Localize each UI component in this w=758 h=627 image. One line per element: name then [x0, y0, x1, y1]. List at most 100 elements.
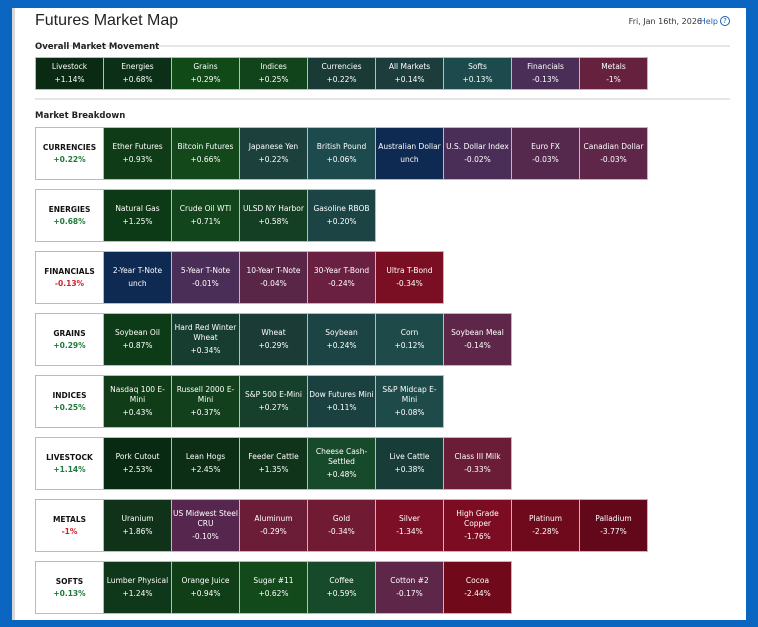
- market-tile[interactable]: Pork Cutout +2.53%: [103, 437, 172, 490]
- market-tile[interactable]: Euro FX -0.03%: [511, 127, 580, 180]
- market-tile[interactable]: Financials -0.13%: [511, 57, 580, 90]
- tile-name: Softs: [468, 61, 487, 71]
- market-tile[interactable]: Metals -1%: [579, 57, 648, 90]
- tile-name: Soybean: [325, 327, 358, 337]
- market-tile[interactable]: S&P 500 E-Mini +0.27%: [239, 375, 308, 428]
- sector-label[interactable]: CURRENCIES +0.22%: [35, 127, 104, 180]
- tile-name: Energies: [121, 61, 154, 71]
- market-tile[interactable]: Gold -0.34%: [307, 499, 376, 552]
- tile-change: -0.17%: [396, 589, 423, 598]
- help-link[interactable]: Help?: [700, 16, 730, 26]
- market-tile[interactable]: Natural Gas +1.25%: [103, 189, 172, 242]
- market-tile[interactable]: U.S. Dollar Index -0.02%: [443, 127, 512, 180]
- market-tile[interactable]: Ultra T-Bond -0.34%: [375, 251, 444, 304]
- tile-name: Ultra T-Bond: [386, 265, 433, 275]
- tile-change: -0.33%: [464, 465, 491, 474]
- tile-change: +0.24%: [326, 341, 357, 350]
- tile-name: Russell 2000 E-Mini: [176, 384, 235, 404]
- tile-name: Platinum: [528, 513, 563, 523]
- market-tile[interactable]: Gasoline RBOB +0.20%: [307, 189, 376, 242]
- tile-change: -0.03%: [532, 155, 559, 164]
- market-tile[interactable]: Indices +0.25%: [239, 57, 308, 90]
- market-tile[interactable]: 30-Year T-Bond -0.24%: [307, 251, 376, 304]
- market-tile[interactable]: Cheese Cash-Settled +0.48%: [307, 437, 376, 490]
- tile-change: +2.45%: [190, 465, 221, 474]
- market-tile[interactable]: Crude Oil WTI +0.71%: [171, 189, 240, 242]
- tile-change: -0.10%: [192, 532, 219, 542]
- sector-name: GRAINS: [53, 328, 86, 338]
- breakdown-heading: Market Breakdown: [35, 111, 126, 121]
- tile-name: U.S. Dollar Index: [446, 141, 509, 151]
- market-tile[interactable]: US Midwest Steel CRU -0.10%: [171, 499, 240, 552]
- market-tile[interactable]: Bitcoin Futures +0.66%: [171, 127, 240, 180]
- sector-label[interactable]: METALS -1%: [35, 499, 104, 552]
- tile-name: Bitcoin Futures: [177, 141, 234, 151]
- sector-row: GRAINS +0.29% Soybean Oil +0.87% Hard Red Wi…: [35, 313, 512, 366]
- tile-name: Natural Gas: [115, 203, 160, 213]
- market-tile[interactable]: Soybean +0.24%: [307, 313, 376, 366]
- market-tile[interactable]: Cotton #2 -0.17%: [375, 561, 444, 614]
- market-tile[interactable]: Lumber Physical +1.24%: [103, 561, 172, 614]
- tile-name: Class III Milk: [454, 451, 501, 461]
- market-tile[interactable]: Australian Dollar unch: [375, 127, 444, 180]
- tile-name: Wheat: [261, 327, 286, 337]
- market-tile[interactable]: Orange Juice +0.94%: [171, 561, 240, 614]
- tile-name: Gasoline RBOB: [313, 203, 370, 213]
- sector-label[interactable]: ENERGIES +0.68%: [35, 189, 104, 242]
- sector-label[interactable]: GRAINS +0.29%: [35, 313, 104, 366]
- market-tile[interactable]: Hard Red Winter Wheat +0.34%: [171, 313, 240, 366]
- market-tile[interactable]: 10-Year T-Note -0.04%: [239, 251, 308, 304]
- market-tile[interactable]: Currencies +0.22%: [307, 57, 376, 90]
- market-tile[interactable]: Feeder Cattle +1.35%: [239, 437, 308, 490]
- market-tile[interactable]: Lean Hogs +2.45%: [171, 437, 240, 490]
- tile-change: +0.22%: [326, 75, 357, 84]
- market-tile[interactable]: Soybean Meal -0.14%: [443, 313, 512, 366]
- market-tile[interactable]: British Pound +0.06%: [307, 127, 376, 180]
- market-tile[interactable]: Soybean Oil +0.87%: [103, 313, 172, 366]
- tile-name: Silver: [398, 513, 421, 523]
- sector-name: CURRENCIES: [42, 142, 97, 152]
- market-tile[interactable]: High Grade Copper -1.76%: [443, 499, 512, 552]
- market-tile[interactable]: Class III Milk -0.33%: [443, 437, 512, 490]
- market-tile[interactable]: Nasdaq 100 E-Mini +0.43%: [103, 375, 172, 428]
- divider: [35, 45, 730, 47]
- sector-row: CURRENCIES +0.22% Ether Futures +0.93% Bitco…: [35, 127, 648, 180]
- sector-label[interactable]: SOFTS +0.13%: [35, 561, 104, 614]
- market-tile[interactable]: All Markets +0.14%: [375, 57, 444, 90]
- market-tile[interactable]: 2-Year T-Note unch: [103, 251, 172, 304]
- market-tile[interactable]: Energies +0.68%: [103, 57, 172, 90]
- market-tile[interactable]: Live Cattle +0.38%: [375, 437, 444, 490]
- market-tile[interactable]: Platinum -2.28%: [511, 499, 580, 552]
- tile-change: +0.43%: [122, 408, 153, 418]
- sector-name: INDICES: [52, 390, 87, 400]
- sector-row: SOFTS +0.13% Lumber Physical +1.24% Orange J…: [35, 561, 512, 614]
- tile-change: +0.20%: [326, 217, 357, 226]
- market-tile[interactable]: Dow Futures Mini +0.11%: [307, 375, 376, 428]
- market-tile[interactable]: Russell 2000 E-Mini +0.37%: [171, 375, 240, 428]
- market-tile[interactable]: Softs +0.13%: [443, 57, 512, 90]
- sector-label[interactable]: LIVESTOCK +1.14%: [35, 437, 104, 490]
- market-tile[interactable]: Ether Futures +0.93%: [103, 127, 172, 180]
- market-tile[interactable]: ULSD NY Harbor +0.58%: [239, 189, 308, 242]
- market-tile[interactable]: Corn +0.12%: [375, 313, 444, 366]
- market-tile[interactable]: Wheat +0.29%: [239, 313, 308, 366]
- date-label: Fri, Jan 16th, 2026: [628, 17, 702, 26]
- market-tile[interactable]: Coffee +0.59%: [307, 561, 376, 614]
- sector-label[interactable]: INDICES +0.25%: [35, 375, 104, 428]
- market-tile[interactable]: Japanese Yen +0.22%: [239, 127, 308, 180]
- sector-label[interactable]: FINANCIALS -0.13%: [35, 251, 104, 304]
- tile-change: +0.14%: [394, 75, 425, 84]
- market-tile[interactable]: Cocoa -2.44%: [443, 561, 512, 614]
- market-tile[interactable]: S&P Midcap E-Mini +0.08%: [375, 375, 444, 428]
- market-tile[interactable]: Grains +0.29%: [171, 57, 240, 90]
- market-tile[interactable]: Sugar #11 +0.62%: [239, 561, 308, 614]
- market-tile[interactable]: Palladium -3.77%: [579, 499, 648, 552]
- market-tile[interactable]: Silver -1.34%: [375, 499, 444, 552]
- market-tile[interactable]: Canadian Dollar -0.03%: [579, 127, 648, 180]
- market-tile[interactable]: Aluminum -0.29%: [239, 499, 308, 552]
- market-tile[interactable]: Livestock +1.14%: [35, 57, 104, 90]
- market-tile[interactable]: Uranium +1.86%: [103, 499, 172, 552]
- tile-name: Soybean Oil: [115, 327, 160, 337]
- market-tile[interactable]: 5-Year T-Note -0.01%: [171, 251, 240, 304]
- tile-name: Currencies: [321, 61, 362, 71]
